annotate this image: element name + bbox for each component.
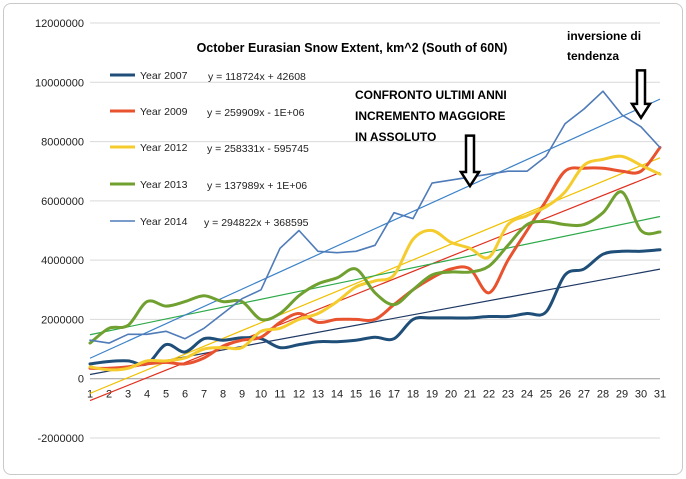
x-tick-label: 23	[502, 389, 514, 401]
annotation-text: IN ASSOLUTO	[355, 130, 436, 144]
gridlines	[90, 22, 660, 439]
x-tick-label: 10	[255, 389, 267, 401]
x-tick-label: 17	[388, 389, 400, 401]
annotation-text: inversione di	[567, 29, 641, 43]
x-tick-label: 28	[597, 389, 609, 401]
annotation-text: INCREMENTO MAGGIORE	[355, 109, 505, 123]
trend-line-3	[89, 215, 661, 336]
x-tick-label: 5	[163, 389, 169, 401]
series-line-2	[88, 154, 662, 372]
trend-equation: y = 137989x + 1E+06	[207, 180, 307, 192]
x-tick-label: 26	[559, 389, 571, 401]
annotation-text: tendenza	[567, 49, 619, 63]
series-line-3	[88, 190, 662, 345]
y-tick-label: 10000000	[35, 77, 84, 89]
legend-entry: Year 2013	[140, 179, 188, 191]
chart-frame	[3, 3, 683, 475]
x-tick-label: 6	[182, 389, 188, 401]
legend-entry: Year 2014	[140, 216, 188, 228]
y-tick-label: 4000000	[41, 255, 84, 267]
x-tick-label: 30	[635, 389, 647, 401]
x-tick-label: 18	[407, 389, 419, 401]
x-tick-label: 20	[445, 389, 457, 401]
x-tick-label: 15	[350, 389, 362, 401]
x-tick-label: 2	[106, 389, 112, 401]
y-tick-label: 12000000	[35, 18, 84, 30]
x-tick-label: 25	[540, 389, 552, 401]
x-tick-label: 8	[220, 389, 226, 401]
trend-equation: y = 118724x + 42608	[208, 71, 306, 83]
series-line-4	[89, 90, 661, 344]
series-line-0	[88, 248, 662, 367]
x-tick-label: 16	[369, 389, 381, 401]
x-tick-label: 21	[464, 389, 476, 401]
x-tick-label: 7	[201, 389, 207, 401]
x-tick-label: 27	[578, 389, 590, 401]
y-tick-label: 8000000	[41, 137, 84, 149]
x-tick-label: 11	[274, 389, 285, 401]
x-tick-label: 31	[654, 389, 666, 401]
x-tick-label: 22	[483, 389, 495, 401]
trend-equation: y = 259909x - 1E+06	[207, 107, 305, 119]
series-line-1	[88, 146, 662, 370]
annotation-text: CONFRONTO ULTIMI ANNI	[355, 88, 507, 102]
x-tick-label: 29	[616, 389, 628, 401]
y-tick-label: -2000000	[38, 433, 85, 445]
legend-entry: Year 2009	[140, 106, 188, 118]
x-tick-label: 3	[125, 389, 131, 401]
x-tick-label: 14	[331, 389, 343, 401]
trend-line-1	[89, 172, 661, 402]
trend-equation: y = 294822x + 368595	[204, 217, 309, 229]
chart-title: October Eurasian Snow Extent, km^2 (Sout…	[197, 41, 508, 55]
y-tick-label: 6000000	[41, 196, 84, 208]
x-tick-label: 9	[239, 389, 245, 401]
legend-entry: Year 2007	[140, 70, 188, 82]
y-tick-label: 0	[78, 374, 84, 386]
x-tick-label: 12	[293, 389, 305, 401]
trend-equation: y = 258331x - 595745	[207, 143, 309, 155]
legend-entry: Year 2012	[140, 142, 188, 154]
x-tick-label: 1	[87, 389, 93, 401]
x-tick-label: 24	[521, 389, 533, 401]
x-tick-label: 4	[144, 389, 150, 401]
x-tick-label: 13	[312, 389, 324, 401]
down-arrow-icon	[629, 69, 653, 121]
y-tick-label: 2000000	[41, 314, 84, 326]
down-arrow-icon	[458, 134, 482, 189]
trend-line-4	[89, 98, 661, 359]
x-tick-label: 19	[426, 389, 438, 401]
